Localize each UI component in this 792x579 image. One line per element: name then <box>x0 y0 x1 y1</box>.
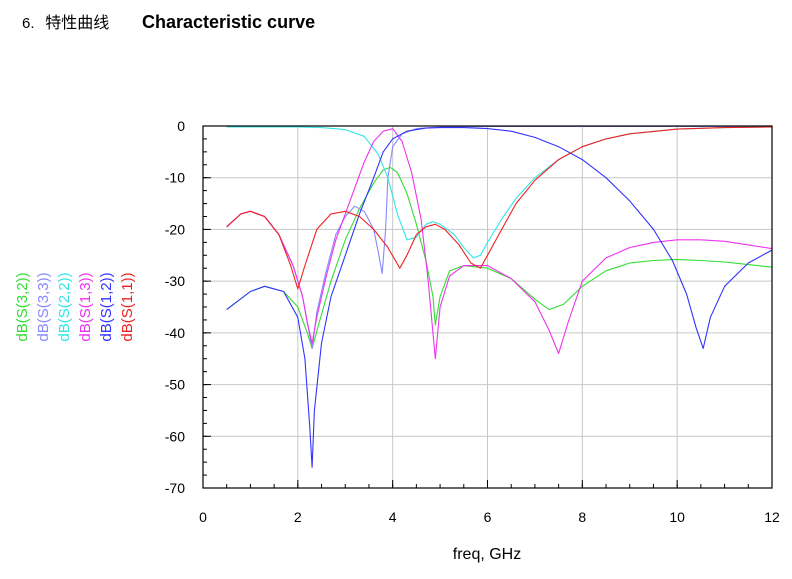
legend-entry: dB(S(3,3)) <box>35 272 52 341</box>
x-tick-label: 2 <box>294 509 302 525</box>
section-number: 6. <box>22 15 35 32</box>
section-title-cn: 特性曲线 <box>45 13 110 32</box>
y-tick-label: -70 <box>165 480 185 496</box>
y-tick-label: -60 <box>165 428 185 444</box>
series-line-db-s-2-2 <box>226 126 773 259</box>
x-tick-label: 10 <box>669 509 685 525</box>
x-tick-label: 4 <box>389 509 397 525</box>
legend: dB(S(3,2)) dB(S(3,3)) dB(S(2,2)) dB(S(1,3))… <box>14 272 136 341</box>
series-line-db-s-1-2 <box>226 127 773 468</box>
x-tick-label: 0 <box>199 509 207 525</box>
y-tick-label: 0 <box>177 118 185 134</box>
y-tick-label: -30 <box>165 273 185 289</box>
series-line-db-s-3-3 <box>226 125 772 349</box>
y-tick-label: -10 <box>165 170 185 186</box>
legend-entry: dB(S(3,2)) <box>14 272 31 341</box>
y-tick-label: -40 <box>165 325 185 341</box>
x-tick-label: 8 <box>578 509 586 525</box>
x-tick-label: 12 <box>764 509 780 525</box>
legend-entry: dB(S(2,2)) <box>56 272 73 341</box>
x-axis-title: freq, GHz <box>453 546 521 563</box>
legend-entry: dB(S(1,3)) <box>77 272 94 341</box>
series-line-db-s-3-2 <box>226 166 773 349</box>
legend-entry: dB(S(1,2)) <box>98 272 115 341</box>
y-tick-label: -50 <box>165 377 185 393</box>
series-line-db-s-1-1 <box>226 126 773 290</box>
legend-entry: dB(S(1,1)) <box>119 272 136 341</box>
series-lines <box>226 125 773 468</box>
section-heading: 6. 特性曲线 Characteristic curve <box>22 9 315 33</box>
axes: 0 2 4 6 8 10 12 0 -10 -20 -30 -40 -50 -60 -70 <box>165 118 780 525</box>
section-title-en: Characteristic curve <box>142 12 316 32</box>
x-tick-label: 6 <box>484 509 492 525</box>
grid <box>202 125 773 489</box>
y-tick-label: -20 <box>165 221 185 237</box>
series-line-db-s-1-3 <box>226 128 773 360</box>
